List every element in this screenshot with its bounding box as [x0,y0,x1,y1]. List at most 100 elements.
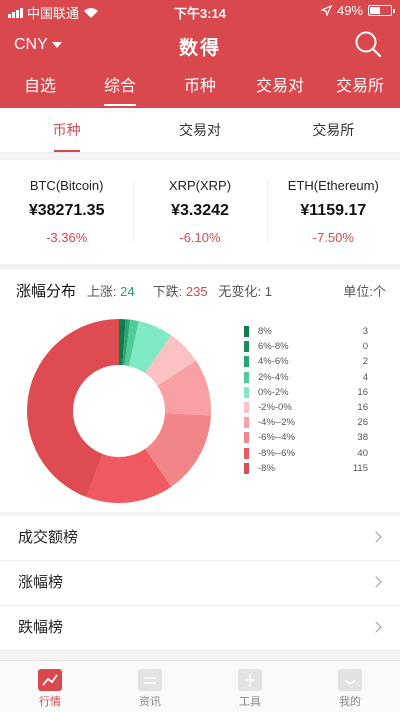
legend-label: 8% [258,326,272,338]
ticker-card[interactable]: ETH(Ethereum) ¥1159.17 -7.50% [266,160,400,264]
legend-item: 4%-6% 2 [244,354,368,369]
legend-label: -2%-0% [258,402,292,414]
donut-slice [26,319,120,498]
tab-coins[interactable]: 币种 [183,78,216,95]
distribution-header: 涨幅分布 上涨: 24 下跌: 235 无变化: 1 单位:个 [16,280,386,302]
donut-slice [157,360,211,416]
list-item-gainers-rank[interactable]: 涨幅榜 [0,561,400,606]
legend-item: -8% 115 [244,461,368,476]
legend-item: -4%--2% 26 [244,415,368,430]
list-item-label: 跌幅榜 [18,619,64,636]
legend-swatch [244,462,249,474]
ticker-price: ¥38271.35 [28,202,105,219]
legend-count: 16 [357,386,368,398]
bottom-tab-bar: 行情 资讯 工具 我的 [0,660,400,712]
list-item-volume-rank[interactable]: 成交额榜 [0,516,400,561]
legend-count: 38 [357,432,368,444]
tabbar-tools[interactable]: 工具 [200,661,300,712]
donut-slice [128,321,172,374]
ticker-name: XRP(XRP) [168,178,232,193]
ticker-card[interactable]: BTC(Bitcoin) ¥38271.35 -3.36% [0,160,133,264]
flat-label: 无变化: [218,284,262,299]
ticker-price: ¥1159.17 [300,202,367,219]
chevron-right-icon [370,531,382,543]
up-count: 24 [120,284,135,299]
legend-item: -8%--6% 40 [244,446,368,461]
signal-icon [8,7,23,18]
donut-slice [122,319,131,366]
page-title: 数得 [178,38,221,59]
legend-label: -6%--4% [258,432,295,444]
ticker-change: -6.10% [179,230,221,245]
tabbar-label: 行情 [39,696,61,708]
app-header: 中国联通 下午3:14 49% CNY 数得 自选 综合 币种 交易对 交 [0,0,400,108]
legend-label: 2%-4% [258,371,289,383]
down-label: 下跌: [152,284,183,299]
legend-label: 4%-6% [258,356,289,368]
legend-count: 2 [362,356,368,368]
list-item-losers-rank[interactable]: 跌幅榜 [0,606,400,651]
tabbar-label: 资讯 [139,696,161,708]
legend-label: -4%--2% [258,417,295,429]
donut-slice [119,319,126,366]
ticker-price: ¥3.3242 [171,202,229,219]
legend-swatch [244,447,249,459]
list-item-label: 涨幅榜 [18,574,64,591]
list-item-label: 成交额榜 [18,529,79,546]
legend-count: 0 [362,341,368,353]
legend-swatch [244,356,249,368]
caret-down-icon [51,42,62,48]
news-icon [138,669,162,691]
carrier-name: 中国联通 [27,6,80,21]
ticker-name: BTC(Bitcoin) [29,178,104,193]
nav-bar: CNY 数得 [0,26,400,66]
down-count: 235 [185,284,208,299]
wifi-icon [84,7,99,18]
ticker-name: ETH(Ethereum) [287,178,379,193]
legend-swatch [244,417,249,429]
up-label: 上涨: [86,284,117,299]
tabbar-label: 工具 [239,696,261,708]
tabbar-market[interactable]: 行情 [0,661,100,712]
legend-count: 3 [362,326,368,338]
battery-percent: 49% [336,3,363,18]
profile-icon [338,669,362,691]
donut-slice [86,448,172,503]
currency-selector[interactable]: CNY [14,36,62,54]
chevron-right-icon [370,621,382,633]
chevron-right-icon [370,576,382,588]
ticker-row: BTC(Bitcoin) ¥38271.35 -3.36% XRP(XRP) ¥… [0,160,400,264]
currency-label: CNY [14,36,48,53]
subtab-exchanges[interactable]: 交易所 [312,122,355,138]
tabbar-news[interactable]: 资讯 [100,661,200,712]
legend-swatch [244,432,249,444]
legend-item: 0%-2% 16 [244,385,368,400]
legend-item: -6%--4% 38 [244,430,368,445]
legend-count: 115 [352,462,368,474]
tab-pairs[interactable]: 交易对 [255,78,304,95]
subtab-coins[interactable]: 币种 [0,108,133,152]
donut-slice [145,335,196,386]
tools-icon [238,669,262,691]
distribution-donut-chart [26,319,211,503]
legend-swatch [244,326,249,338]
tab-overview[interactable]: 综合 [80,72,160,108]
subtab-pairs[interactable]: 交易对 [178,122,221,138]
change-distribution-panel: 涨幅分布 上涨: 24 下跌: 235 无变化: 1 单位:个 8% 3 6%-8%… [0,270,400,512]
location-arrow-icon [320,5,332,16]
tabbar-profile[interactable]: 我的 [300,661,400,712]
legend-count: 16 [357,402,368,414]
status-time: 下午3:14 [173,6,227,21]
legend-item: 6%-8% 0 [244,339,368,354]
search-icon[interactable] [354,30,382,58]
tab-exchanges[interactable]: 交易所 [335,78,384,95]
ranking-list: 成交额榜 涨幅榜 跌幅榜 [0,516,400,651]
distribution-title: 涨幅分布 [16,283,77,300]
tab-watchlist[interactable]: 自选 [23,78,56,95]
chart-trend-icon [38,669,62,691]
ticker-change: -3.36% [46,230,88,245]
ticker-card[interactable]: XRP(XRP) ¥3.3242 -6.10% [133,160,266,264]
unit-label: 单位:个 [343,284,386,299]
status-bar: 中国联通 下午3:14 49% [0,0,400,22]
legend-item: 8% 3 [244,324,368,339]
